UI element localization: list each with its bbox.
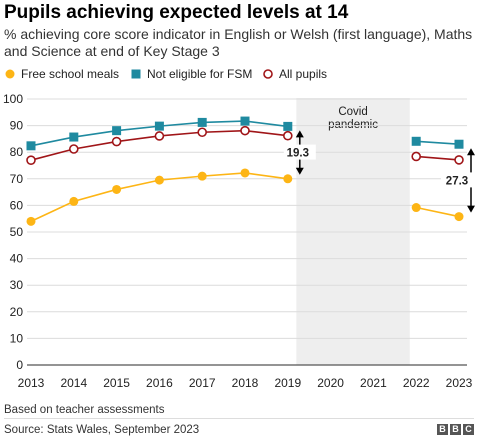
data-point bbox=[411, 151, 422, 162]
covid-label: Covid bbox=[338, 106, 367, 118]
data-point bbox=[111, 136, 122, 147]
data-point bbox=[240, 168, 250, 178]
y-tick-label: 50 bbox=[10, 225, 24, 239]
data-point bbox=[154, 175, 164, 185]
chart-subtitle: % achieving core score indicator in Engl… bbox=[4, 26, 473, 59]
data-point bbox=[69, 132, 79, 142]
y-tick-label: 90 bbox=[10, 119, 24, 133]
legend-label: Not eligible for FSM bbox=[147, 67, 253, 81]
data-point bbox=[69, 144, 79, 154]
legend: Free school meals Not eligible for FSM A… bbox=[0, 66, 480, 82]
y-tick-label: 40 bbox=[10, 252, 24, 266]
data-point bbox=[154, 121, 164, 131]
y-tick-label: 10 bbox=[10, 331, 24, 345]
x-tick-label: 2013 bbox=[18, 376, 45, 390]
legend-item-not-eligible-fsm: Not eligible for FSM bbox=[130, 66, 252, 82]
x-tick-label: 2018 bbox=[232, 376, 259, 390]
data-point bbox=[283, 121, 293, 131]
y-tick-label: 60 bbox=[10, 198, 24, 212]
gap-arrow-head bbox=[467, 148, 475, 156]
data-point bbox=[26, 216, 36, 226]
data-point bbox=[69, 196, 79, 206]
data-point bbox=[454, 139, 464, 149]
legend-label: All pupils bbox=[279, 67, 328, 81]
data-point bbox=[154, 131, 165, 141]
gap-arrow-head bbox=[295, 167, 304, 175]
y-tick-label: 100 bbox=[3, 92, 23, 106]
x-tick-label: 2015 bbox=[103, 376, 130, 390]
x-tick-label: 2022 bbox=[403, 376, 430, 390]
series-line-1 bbox=[416, 140, 460, 146]
gap-arrow-head bbox=[467, 205, 475, 213]
x-tick-label: 2021 bbox=[360, 376, 387, 390]
data-point bbox=[26, 141, 36, 151]
x-tick-label: 2017 bbox=[189, 376, 216, 390]
gap-arrow-head bbox=[295, 130, 304, 138]
data-point bbox=[197, 127, 207, 138]
data-point bbox=[240, 116, 250, 126]
x-tick-label: 2019 bbox=[274, 376, 301, 390]
data-point bbox=[112, 126, 122, 136]
data-point bbox=[454, 212, 464, 222]
data-point bbox=[197, 117, 207, 127]
data-point bbox=[411, 136, 421, 146]
legend-item-free-school-meals: Free school meals bbox=[4, 66, 119, 82]
data-point bbox=[411, 203, 421, 213]
legend-label: Free school meals bbox=[21, 67, 120, 81]
y-tick-label: 30 bbox=[10, 278, 24, 292]
legend-item-all-pupils: All pupils bbox=[262, 66, 327, 82]
covid-label: pandemic bbox=[328, 119, 378, 131]
x-tick-label: 2014 bbox=[60, 376, 87, 390]
gap-label: 27.3 bbox=[446, 175, 468, 187]
gap-label-bg bbox=[441, 172, 473, 188]
x-tick-label: 2023 bbox=[446, 376, 473, 390]
x-tick-label: 2020 bbox=[317, 376, 344, 390]
data-point bbox=[26, 155, 36, 165]
gap-label: 19.3 bbox=[287, 148, 309, 160]
footnote: Based on teacher assessments bbox=[4, 404, 165, 416]
source-text: Source: Stats Wales, September 2023 bbox=[4, 424, 200, 436]
data-point bbox=[240, 125, 250, 136]
data-point bbox=[112, 184, 122, 194]
footer-divider bbox=[4, 418, 474, 419]
series-line-0 bbox=[416, 206, 460, 218]
data-point bbox=[197, 171, 207, 181]
y-tick-label: 70 bbox=[10, 172, 24, 186]
x-tick-label: 2016 bbox=[146, 376, 173, 390]
data-point bbox=[282, 130, 293, 141]
y-tick-label: 0 bbox=[16, 358, 23, 372]
chart-title: Pupils achieving expected levels at 14 bbox=[4, 2, 349, 23]
series-line-2 bbox=[416, 155, 460, 161]
data-point bbox=[283, 174, 293, 184]
y-tick-label: 80 bbox=[10, 145, 24, 159]
data-point bbox=[454, 155, 464, 165]
gap-label-bg bbox=[283, 144, 316, 160]
y-tick-label: 20 bbox=[10, 305, 24, 319]
